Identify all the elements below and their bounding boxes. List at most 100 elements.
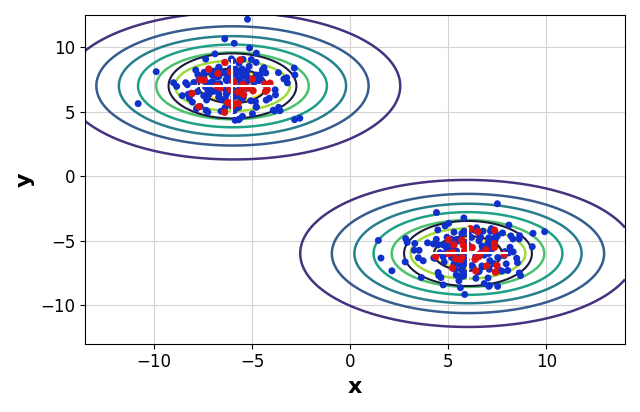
Point <box>212 74 222 80</box>
Point <box>237 89 247 96</box>
Point <box>400 259 410 265</box>
Point <box>232 76 243 82</box>
Point <box>212 82 222 89</box>
Point <box>460 240 470 247</box>
Point <box>433 269 444 276</box>
Point <box>449 229 459 236</box>
Point <box>422 239 433 246</box>
Point <box>252 50 262 56</box>
Point <box>218 70 228 76</box>
Point <box>238 73 248 80</box>
Point <box>269 108 280 114</box>
Point <box>458 273 468 279</box>
Point <box>243 74 253 80</box>
Point <box>458 264 468 271</box>
Point <box>455 256 465 263</box>
Point <box>483 239 493 246</box>
Point <box>207 71 217 77</box>
Point <box>457 237 467 243</box>
Point <box>191 105 202 112</box>
Point <box>261 97 271 103</box>
Point <box>493 283 503 290</box>
Point <box>483 275 493 281</box>
Point <box>244 45 255 52</box>
Point <box>196 75 207 81</box>
Point <box>210 88 220 94</box>
Point <box>489 242 499 248</box>
Point <box>227 101 237 108</box>
Point <box>187 90 197 97</box>
Point <box>199 69 209 75</box>
Point <box>449 261 459 267</box>
Point <box>387 267 397 274</box>
Point <box>221 77 232 84</box>
Point <box>460 248 470 254</box>
Point <box>260 70 271 76</box>
Point <box>451 237 461 244</box>
Point <box>508 248 518 255</box>
Point <box>500 248 510 255</box>
Point <box>483 241 493 247</box>
Point <box>229 107 239 114</box>
Point <box>243 16 253 23</box>
Point <box>193 89 203 95</box>
Point <box>205 87 215 93</box>
Point <box>428 241 438 247</box>
Point <box>211 81 221 87</box>
Point <box>168 80 179 86</box>
Point <box>273 69 284 76</box>
Point <box>218 96 228 103</box>
Point <box>478 250 488 256</box>
Point <box>254 77 264 84</box>
Point <box>220 104 230 111</box>
Point <box>221 91 232 98</box>
Point <box>483 242 493 249</box>
Point <box>202 97 212 103</box>
Point <box>214 73 224 80</box>
Point <box>478 228 488 234</box>
Point <box>489 244 499 250</box>
Point <box>225 65 236 72</box>
Point <box>249 80 259 86</box>
Point <box>214 94 224 101</box>
Point <box>199 75 209 81</box>
Point <box>210 51 220 57</box>
Point <box>452 255 462 261</box>
Point <box>259 64 269 71</box>
Point <box>230 88 240 94</box>
Point <box>513 259 523 266</box>
Point <box>260 88 271 95</box>
Point <box>230 117 240 124</box>
Point <box>472 269 483 275</box>
Point <box>221 87 231 93</box>
Point <box>462 245 472 252</box>
Point <box>238 56 248 63</box>
Point <box>257 66 268 73</box>
Point <box>429 255 439 261</box>
Point <box>205 88 215 95</box>
Point <box>247 110 257 117</box>
Point <box>251 59 261 66</box>
Point <box>238 94 248 101</box>
Point <box>255 71 266 78</box>
Point <box>246 97 256 104</box>
Point <box>472 228 483 235</box>
Point <box>236 95 246 101</box>
Point <box>465 225 476 232</box>
Point <box>431 236 442 243</box>
Point <box>452 253 463 260</box>
Point <box>479 252 490 258</box>
Point <box>499 253 509 259</box>
Point <box>264 95 275 101</box>
Point <box>237 95 248 101</box>
Point <box>450 266 460 273</box>
Point <box>442 246 452 252</box>
Point <box>449 255 459 262</box>
Point <box>527 243 538 250</box>
Point <box>463 230 474 236</box>
Point <box>514 236 524 242</box>
Point <box>435 249 445 256</box>
Point <box>454 256 465 263</box>
Point <box>485 236 495 243</box>
Point <box>475 233 485 240</box>
